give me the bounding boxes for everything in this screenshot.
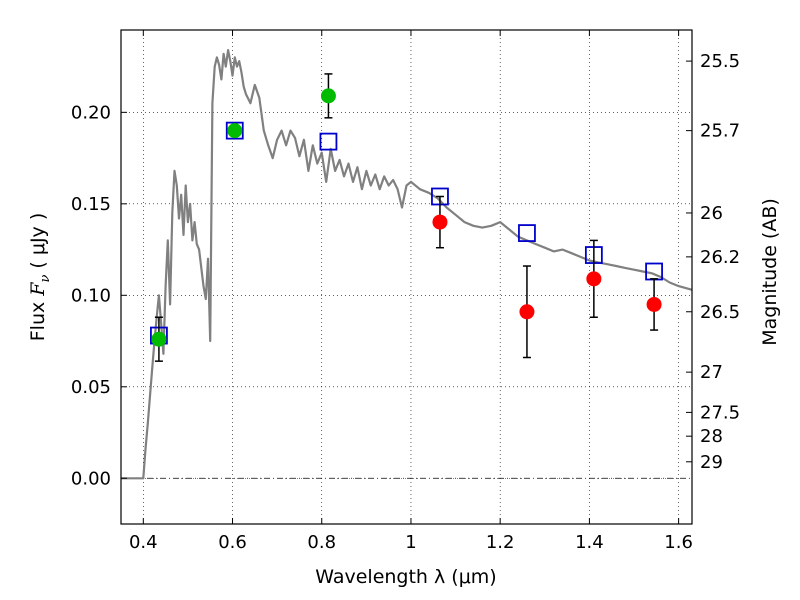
- right-tick-label: 27.5: [700, 402, 740, 423]
- photometry-point: [432, 214, 448, 230]
- x-tick-label: 1.2: [486, 532, 515, 553]
- right-tick-label: 28: [700, 426, 723, 447]
- y-tick-label: 0.15: [71, 194, 111, 215]
- right-tick-label: 26.2: [700, 247, 740, 268]
- axes: 0.4 0.6 0.8 1 1.2 1.4 1.6 0.00 0.05 0.10 0.15 0.20 2…: [71, 30, 740, 553]
- x-axis-label: Wavelength λ (μm): [315, 566, 496, 588]
- right-tick-label: 26.5: [700, 302, 740, 323]
- y-axis-label-suffix: ( μJy ): [27, 213, 49, 275]
- right-tick-label: 25.5: [700, 51, 740, 72]
- x-tick-label: 1: [405, 532, 416, 553]
- photometry-point: [586, 271, 602, 287]
- photometry-point: [227, 123, 243, 139]
- y-tick-label: 0.20: [71, 102, 111, 123]
- model-photometry-square: [319, 132, 338, 151]
- photometry-point: [519, 304, 535, 320]
- y-axis-label-prefix: Flux: [27, 296, 49, 342]
- right-tick-label: 26: [700, 203, 723, 224]
- y-tick-label: 0.00: [71, 468, 111, 489]
- y-axis-label: Flux Fν ( μJy ): [27, 213, 53, 342]
- photometry-point: [646, 296, 662, 312]
- x-tick-label: 0.8: [307, 532, 336, 553]
- y-axis-label-symbol: F: [27, 282, 49, 297]
- sed-model-line: [121, 48, 693, 480]
- plot-frame: [120, 29, 693, 525]
- photometry-point: [320, 88, 336, 104]
- x-tick-label: 1.4: [575, 532, 604, 553]
- y-tick-label: 0.05: [71, 377, 111, 398]
- right-tick-label: 27: [700, 362, 723, 383]
- x-tick-label: 0.6: [218, 532, 247, 553]
- x-tick-label: 0.4: [129, 532, 158, 553]
- y-axis-label-subscript: ν: [38, 275, 53, 283]
- model-photometry-square: [518, 224, 536, 242]
- model-photometry-square: [225, 121, 244, 140]
- right-tick-label: 29: [700, 452, 723, 473]
- right-tick-label: 25.7: [700, 121, 740, 142]
- right-axis-label: Magnitude (AB): [759, 198, 781, 346]
- y-tick-label: 0.10: [71, 285, 111, 306]
- photometry-point: [151, 331, 167, 347]
- x-tick-label: 1.6: [664, 532, 693, 553]
- plot-area: [121, 48, 693, 480]
